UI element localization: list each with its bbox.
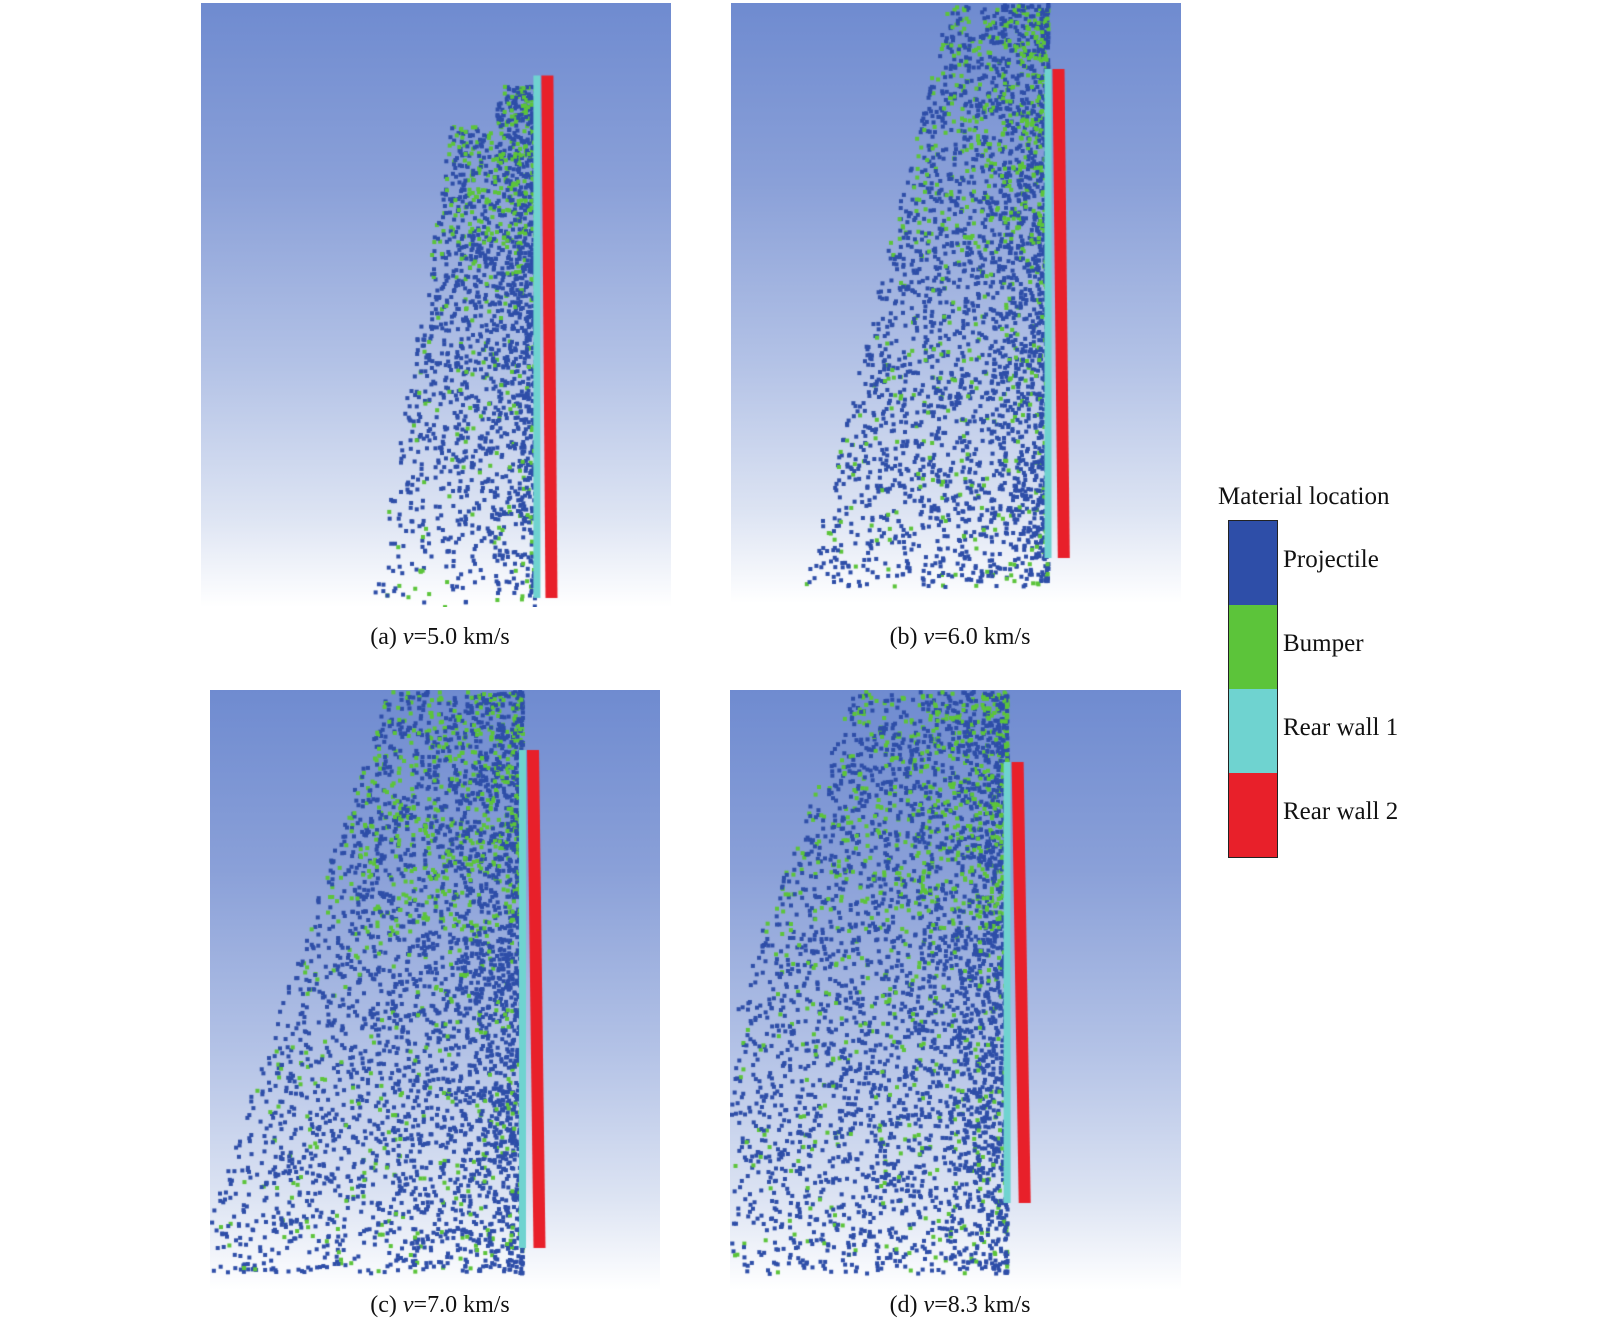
legend-swatch-rear-wall-2: [1229, 773, 1277, 857]
simulation-panel-c: [210, 690, 660, 1290]
caption-b-prefix: (b): [889, 624, 924, 650]
caption-a-prefix: (a): [370, 624, 403, 650]
simulation-panel-d: [730, 690, 1181, 1290]
caption-c: (c) v=7.0 km/s: [340, 1292, 540, 1319]
caption-c-prefix: (c): [370, 1292, 403, 1318]
caption-c-value: =7.0 km/s: [413, 1292, 510, 1318]
legend-swatch-projectile: [1229, 521, 1277, 605]
legend-label-projectile: Projectile: [1283, 546, 1379, 573]
legend-swatch-bumper: [1229, 605, 1277, 689]
legend-title: Material location: [1218, 483, 1390, 510]
simulation-panel-b: [731, 3, 1181, 603]
caption-a-var: v: [402, 624, 414, 650]
caption-d: (d) v=8.3 km/s: [860, 1292, 1060, 1319]
caption-c-var: v: [402, 1292, 414, 1318]
legend-swatch-rear-wall-1: [1229, 689, 1277, 773]
caption-b-var: v: [923, 624, 935, 650]
caption-d-prefix: (d): [889, 1292, 924, 1318]
caption-d-value: =8.3 km/s: [934, 1292, 1031, 1318]
particle-canvas-a: [201, 3, 671, 607]
caption-a: (a) v=5.0 km/s: [340, 624, 540, 651]
particle-canvas-c: [210, 690, 660, 1290]
caption-a-value: =5.0 km/s: [413, 624, 510, 650]
simulation-panel-a: [201, 3, 671, 607]
legend-label-bumper: Bumper: [1283, 630, 1364, 657]
caption-d-var: v: [923, 1292, 935, 1318]
legend-color-bar: [1228, 520, 1278, 858]
caption-b-value: =6.0 km/s: [934, 624, 1031, 650]
legend-label-rear-wall-1: Rear wall 1: [1283, 714, 1399, 741]
particle-canvas-b: [731, 3, 1181, 603]
legend-label-rear-wall-2: Rear wall 2: [1283, 798, 1399, 825]
particle-canvas-d: [730, 690, 1181, 1290]
caption-b: (b) v=6.0 km/s: [860, 624, 1060, 651]
